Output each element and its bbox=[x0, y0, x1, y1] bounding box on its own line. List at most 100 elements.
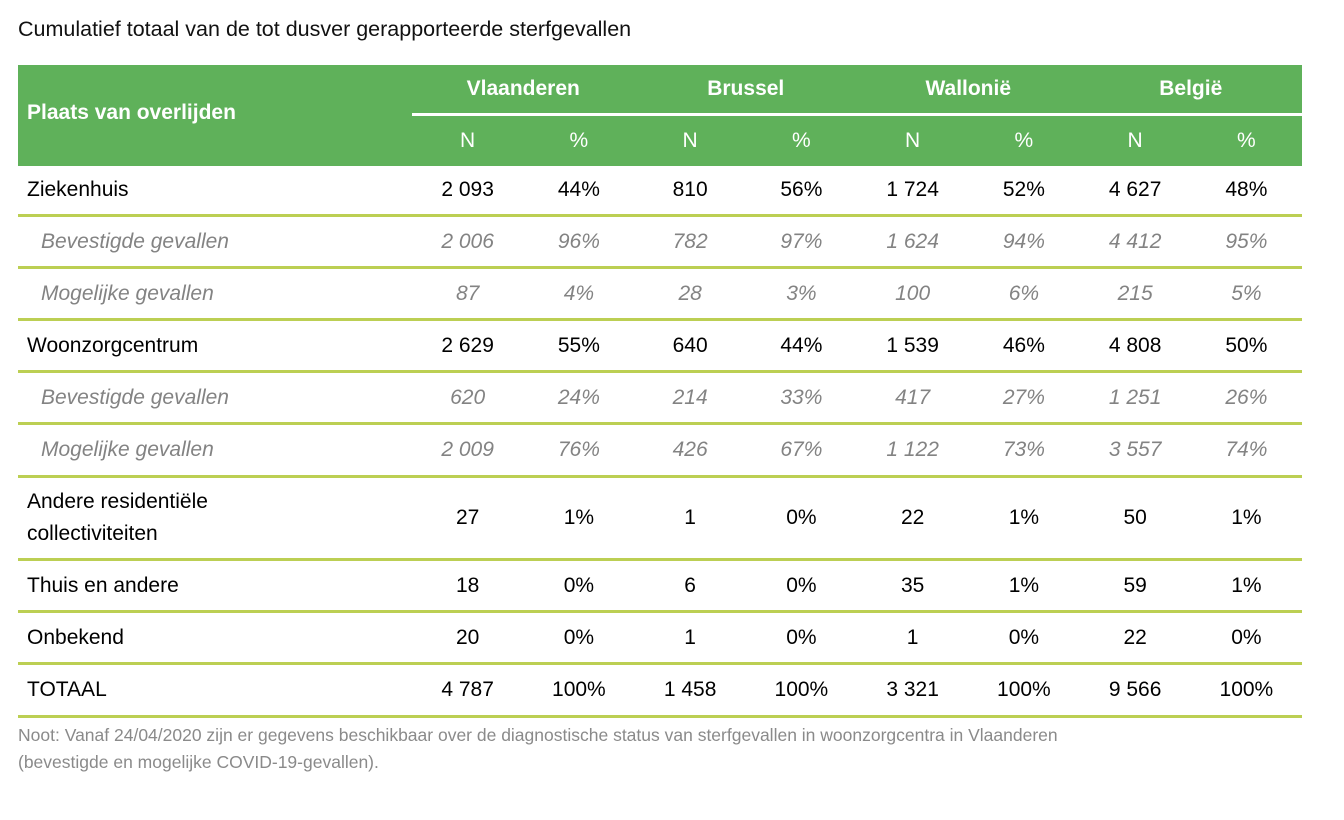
cell-count: 20 bbox=[455, 625, 480, 649]
cell-count: 417 bbox=[895, 385, 931, 409]
cell-percent: 1% bbox=[1008, 506, 1040, 529]
cell-count: 2 006 bbox=[441, 229, 494, 253]
cell-count: 426 bbox=[672, 438, 708, 461]
row-label: Bevestigde gevallen bbox=[41, 229, 229, 253]
cell-count: 4 808 bbox=[1108, 333, 1162, 357]
row-label: Onbekend bbox=[27, 625, 124, 649]
cell-count: 22 bbox=[1123, 625, 1147, 649]
cell-count: 640 bbox=[672, 333, 708, 357]
cell-count: 214 bbox=[672, 385, 708, 409]
cell-percent: 24% bbox=[557, 385, 600, 409]
table-row: Andere residentiële collectiviteiten 27 1% 1… bbox=[18, 478, 1302, 561]
cell-percent: 74% bbox=[1225, 438, 1268, 461]
cell-count: 22 bbox=[900, 506, 925, 529]
cell-percent: 0% bbox=[563, 625, 595, 649]
cell-percent: 50% bbox=[1225, 333, 1268, 357]
cell-percent: 94% bbox=[1002, 229, 1045, 253]
cell-count: 1 122 bbox=[886, 438, 939, 461]
cell-count: 620 bbox=[450, 385, 486, 409]
cell-count: 6 bbox=[684, 573, 696, 597]
cell-percent: 6% bbox=[1008, 281, 1040, 305]
cell-count: 215 bbox=[1117, 281, 1153, 305]
table-body: Ziekenhuis 2 093 44% 810 56% 1 724 52% 4 627 48%… bbox=[18, 166, 1302, 718]
row-label: TOTAAL bbox=[27, 678, 107, 701]
header-sub-pct: % bbox=[1014, 129, 1034, 152]
cell-percent: 27% bbox=[1002, 385, 1045, 409]
cell-percent: 100% bbox=[997, 678, 1051, 701]
footnote-line: Noot: Vanaf 24/04/2020 zijn er gegevens … bbox=[18, 725, 1058, 745]
cell-percent: 44% bbox=[780, 333, 823, 357]
cell-count: 2 629 bbox=[441, 333, 494, 357]
row-label-line: Andere residentiële bbox=[27, 490, 208, 513]
cell-count: 27 bbox=[455, 506, 480, 529]
header-sub-pct: % bbox=[792, 129, 811, 152]
row-label: Bevestigde gevallen bbox=[41, 385, 229, 409]
cell-percent: 1% bbox=[1008, 573, 1040, 597]
cell-percent: 56% bbox=[780, 178, 823, 201]
cell-percent: 0% bbox=[563, 573, 595, 597]
header-sub-n: N bbox=[1127, 129, 1143, 152]
cell-percent: 100% bbox=[774, 678, 829, 701]
cell-percent: 0% bbox=[786, 573, 817, 597]
cell-count: 59 bbox=[1123, 573, 1147, 597]
cell-count: 35 bbox=[900, 573, 925, 597]
footnote: Noot: Vanaf 24/04/2020 zijn er gegevens … bbox=[18, 722, 1318, 776]
cell-percent: 33% bbox=[780, 385, 823, 409]
cell-percent: 4% bbox=[563, 281, 595, 305]
table-subrow: Bevestigde gevallen 2 006 96% 782 97% 1 624 94… bbox=[18, 217, 1302, 269]
cell-count: 782 bbox=[672, 229, 708, 253]
header-region-brussel: Brussel bbox=[707, 77, 785, 100]
cell-percent: 1% bbox=[1231, 573, 1262, 597]
row-label-line: collectiviteiten bbox=[27, 522, 158, 545]
table-row: Onbekend 20 0% 1 0% 1 0% 22 0% bbox=[18, 613, 1302, 665]
cell-count: 1 251 bbox=[1108, 385, 1162, 409]
cell-percent: 100% bbox=[552, 678, 606, 701]
cell-percent: 0% bbox=[1231, 625, 1262, 649]
cell-percent: 1% bbox=[1231, 506, 1262, 529]
cell-percent: 46% bbox=[1002, 333, 1045, 357]
cell-percent: 5% bbox=[1231, 281, 1262, 305]
row-label: Woonzorgcentrum bbox=[27, 333, 199, 357]
header-region-belgie: België bbox=[1159, 77, 1223, 100]
table-row: Thuis en andere 18 0% 6 0% 35 1% 59 1% bbox=[18, 561, 1302, 613]
table-subrow: Bevestigde gevallen 620 24% 214 33% 417 27% 1 2… bbox=[18, 373, 1302, 425]
cell-percent: 100% bbox=[1219, 678, 1274, 701]
cell-percent: 95% bbox=[1225, 229, 1268, 253]
cell-count: 1 724 bbox=[886, 178, 939, 201]
cell-count: 9 566 bbox=[1108, 678, 1162, 701]
cell-percent: 55% bbox=[557, 333, 600, 357]
cell-percent: 3% bbox=[786, 281, 817, 305]
row-label: Ziekenhuis bbox=[27, 178, 129, 201]
cell-percent: 0% bbox=[786, 625, 817, 649]
cell-percent: 1% bbox=[563, 506, 595, 529]
row-label: Mogelijke gevallen bbox=[41, 281, 214, 305]
row-label: Thuis en andere bbox=[27, 573, 179, 597]
cell-count: 4 787 bbox=[441, 678, 494, 701]
cell-count: 1 bbox=[684, 506, 696, 529]
header-sub-n: N bbox=[682, 129, 698, 152]
header-sub-pct: % bbox=[1237, 129, 1256, 152]
cell-count: 2 009 bbox=[441, 438, 494, 461]
cell-percent: 52% bbox=[1002, 178, 1045, 201]
cell-count: 3 557 bbox=[1108, 438, 1162, 461]
cell-count: 3 321 bbox=[886, 678, 939, 701]
cell-percent: 0% bbox=[786, 506, 817, 529]
cell-count: 4 627 bbox=[1108, 178, 1162, 201]
header-sub-n: N bbox=[905, 129, 921, 152]
cell-count: 18 bbox=[455, 573, 480, 597]
cell-count: 100 bbox=[895, 281, 931, 305]
cell-count: 4 412 bbox=[1108, 229, 1162, 253]
cell-percent: 73% bbox=[1002, 438, 1045, 461]
header-region-wallonie: Wallonië bbox=[925, 77, 1012, 100]
table-row: Woonzorgcentrum 2 629 55% 640 44% 1 539 46% 4 8… bbox=[18, 321, 1302, 373]
cell-percent: 96% bbox=[557, 229, 600, 253]
cell-percent: 44% bbox=[557, 178, 600, 201]
header-region-vlaanderen: Vlaanderen bbox=[466, 77, 580, 100]
header-sub-n: N bbox=[460, 129, 476, 152]
deaths-table: Plaats van overlijden Vlaanderen Brussel… bbox=[18, 65, 1302, 718]
cell-count: 1 624 bbox=[886, 229, 939, 253]
cell-count: 1 458 bbox=[663, 678, 717, 701]
cell-count: 1 bbox=[906, 625, 919, 649]
cell-count: 1 539 bbox=[886, 333, 939, 357]
row-label: Mogelijke gevallen bbox=[41, 438, 214, 461]
